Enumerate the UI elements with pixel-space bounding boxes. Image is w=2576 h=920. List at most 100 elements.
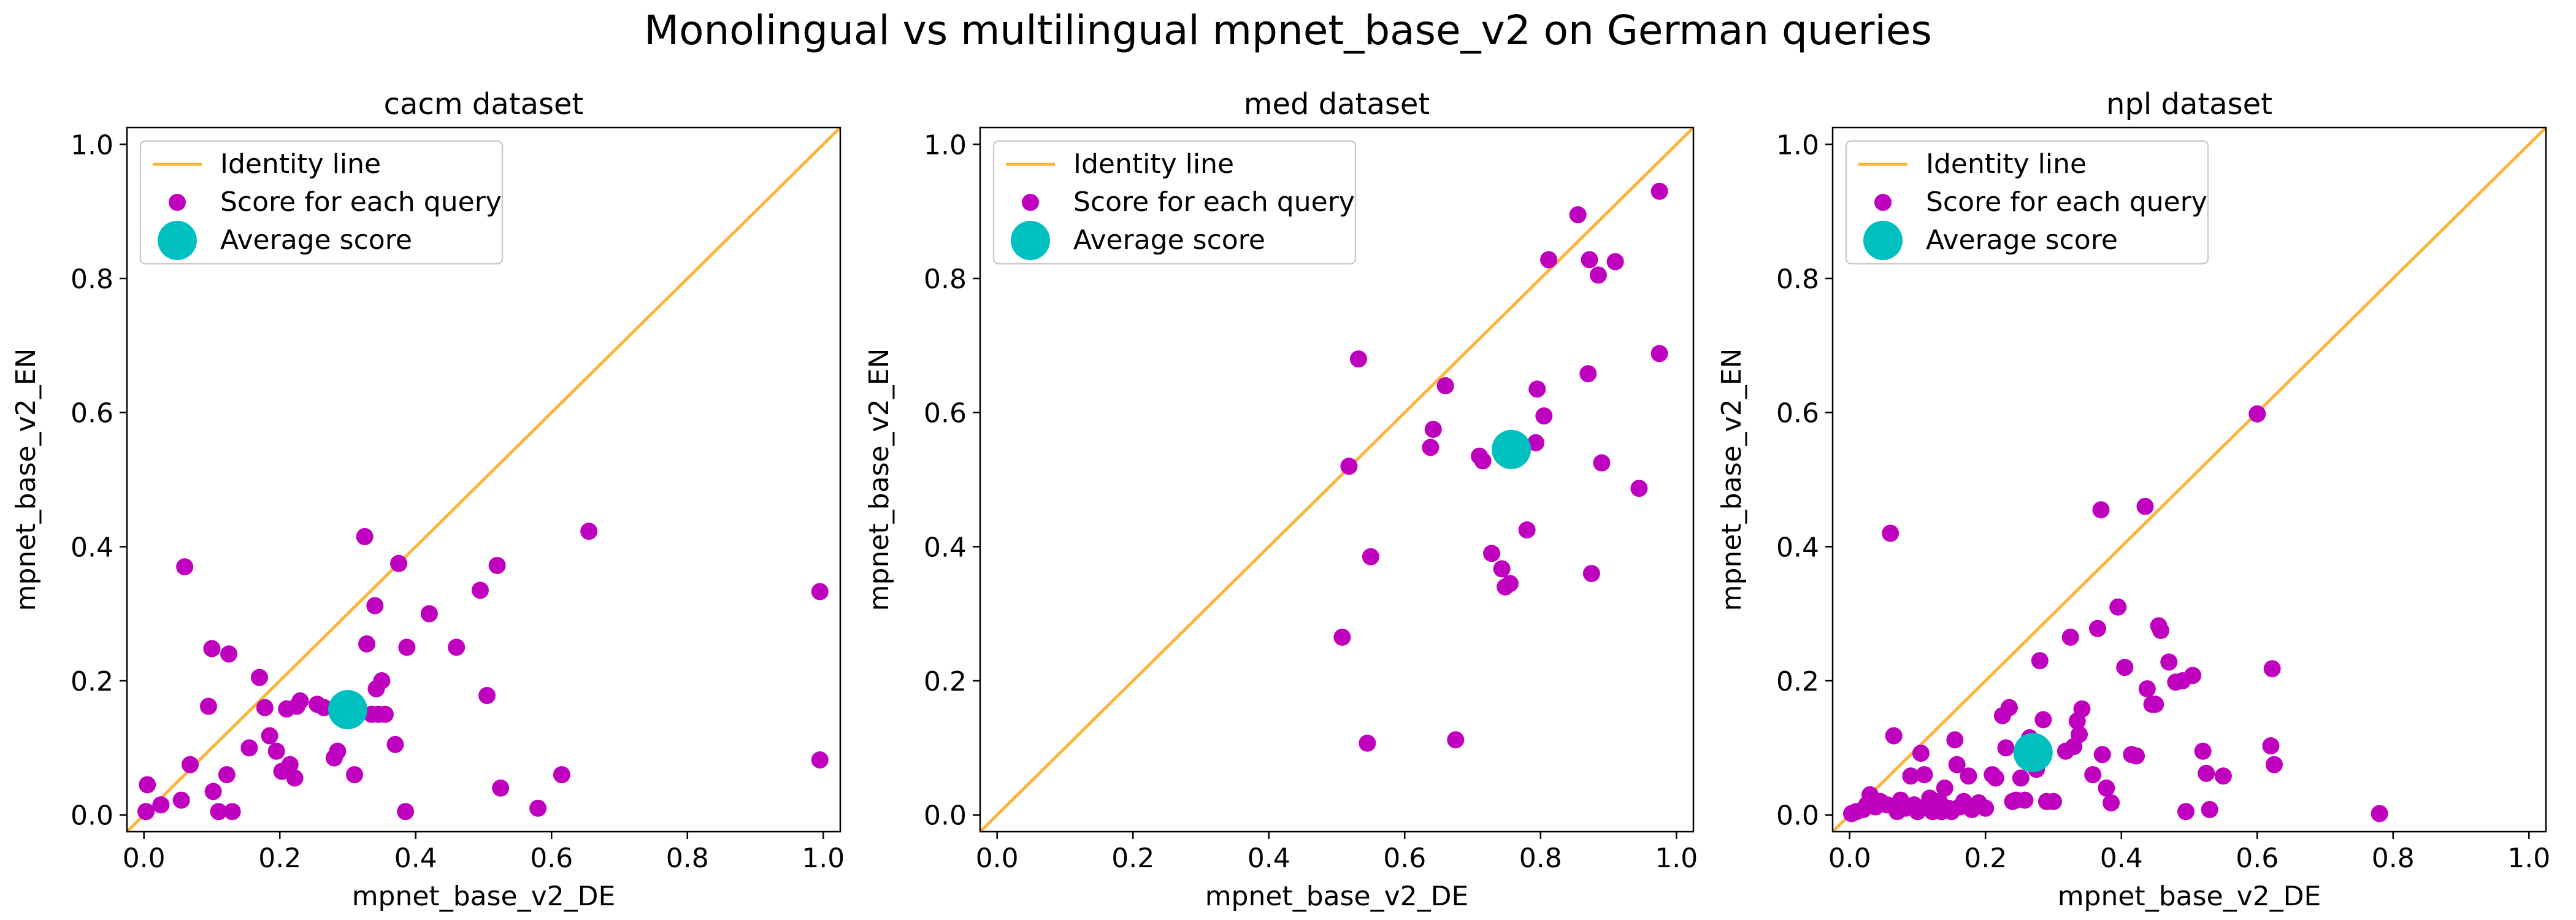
y-axis-label: mpnet_base_v2_EN — [10, 348, 42, 611]
query-score-point — [1340, 458, 1358, 475]
average-score-point — [1492, 429, 1531, 469]
x-tick-label: 0.8 — [2372, 843, 2415, 874]
x-tick-label: 0.4 — [1248, 843, 1290, 874]
x-tick-label: 0.2 — [1111, 843, 1154, 874]
y-tick-label: 1.0 — [71, 129, 113, 161]
query-score-point — [478, 687, 496, 705]
legend-entry-label: Identity line — [1073, 148, 1234, 180]
legend-entry-label: Score for each query — [1926, 186, 2207, 218]
query-score-point — [2194, 742, 2212, 760]
y-tick-label: 1.0 — [924, 129, 967, 161]
legend-box — [992, 140, 1357, 265]
query-score-point — [2177, 803, 2195, 821]
query-score-point — [1977, 799, 1995, 817]
query-score-point — [2214, 767, 2232, 785]
query-score-point — [203, 640, 221, 657]
y-tick-label: 0.6 — [1776, 398, 1819, 429]
legend-entry-label: Average score — [1073, 224, 1265, 256]
query-score-point — [2044, 792, 2062, 810]
subplot-2: med dataset 0.0 0.2 0.4 0.6 0.8 1.0 0.0 0.2 0.4 0.… — [864, 87, 1698, 912]
query-score-point — [1960, 767, 1977, 785]
axes-frame — [1831, 126, 2547, 833]
query-score-point — [218, 766, 236, 784]
query-score-point — [1436, 377, 1454, 394]
plot-area — [127, 128, 840, 832]
query-score-point — [182, 756, 199, 773]
query-score-point — [1579, 365, 1597, 383]
query-score-point — [152, 796, 170, 814]
query-score-point — [1535, 407, 1553, 425]
query-score-point — [210, 803, 228, 821]
query-score-point — [2198, 764, 2215, 782]
y-tick-label: 0.6 — [71, 398, 113, 429]
query-score-point — [204, 783, 222, 800]
query-score-point — [1589, 266, 1607, 284]
plot-area — [1833, 128, 2546, 832]
query-score-point — [223, 803, 241, 821]
query-score-point — [529, 799, 547, 817]
x-tick-label: 1.0 — [802, 843, 845, 874]
query-score-point — [811, 751, 829, 769]
query-score-point — [2103, 794, 2120, 811]
x-axis-label: mpnet_base_v2_DE — [352, 881, 616, 912]
legend-point-swatch — [1022, 194, 1039, 211]
query-score-point — [2160, 653, 2178, 671]
x-tick-label: 0.0 — [123, 843, 166, 874]
query-score-point — [172, 791, 190, 809]
legend-average-swatch — [158, 221, 197, 260]
query-score-point — [2184, 667, 2202, 684]
y-tick-label: 0.4 — [924, 532, 967, 563]
query-score-point — [1483, 545, 1501, 562]
query-score-point — [1422, 439, 1439, 456]
query-score-point — [580, 523, 598, 540]
query-score-point — [1493, 560, 1511, 578]
query-score-point — [1936, 779, 1953, 797]
subplot-title: npl dataset — [2106, 87, 2272, 121]
legend-average-swatch — [1863, 221, 1903, 260]
query-score-point — [2116, 659, 2134, 677]
x-tick-label: 0.4 — [394, 843, 437, 874]
query-score-point — [286, 769, 304, 787]
query-score-point — [1606, 253, 1624, 270]
query-score-point — [261, 727, 278, 745]
query-score-point — [346, 766, 364, 784]
query-score-point — [1948, 756, 1966, 773]
subplot-1: cacm dataset 0.0 0.2 0.4 0.6 0.8 1.0 0.0 0.2 0.4 0… — [10, 87, 845, 912]
query-score-point — [2031, 652, 2049, 670]
x-tick-label: 0.8 — [666, 843, 709, 874]
x-tick-label: 0.2 — [258, 843, 301, 874]
x-tick-label: 0.6 — [530, 843, 573, 874]
query-score-point — [2128, 747, 2145, 765]
query-score-point — [488, 556, 506, 574]
query-score-point — [1527, 434, 1545, 451]
legend-entry-label: Identity line — [1926, 148, 2087, 180]
query-score-point — [176, 558, 194, 576]
query-score-point — [137, 803, 155, 821]
query-score-point — [1359, 734, 1376, 752]
query-score-point — [2093, 746, 2111, 764]
y-tick-label: 0.2 — [71, 666, 113, 697]
y-tick-label: 0.8 — [924, 264, 967, 295]
x-tick-label: 0.6 — [2236, 843, 2279, 874]
query-score-point — [2371, 805, 2388, 822]
y-tick-label: 0.6 — [924, 398, 967, 429]
query-score-point — [811, 583, 829, 600]
x-axis-label: mpnet_base_v2_DE — [1205, 881, 1469, 912]
axes-frame — [126, 126, 841, 833]
query-score-point — [2084, 766, 2102, 784]
y-tick-label: 0.8 — [71, 264, 113, 295]
query-score-point — [256, 699, 274, 716]
query-score-point — [2012, 769, 2030, 787]
query-score-point — [1333, 628, 1351, 646]
query-score-point — [356, 527, 374, 545]
query-score-point — [1987, 769, 2004, 787]
legend: Identity line Score for each query Average… — [1845, 140, 2209, 265]
query-score-point — [250, 669, 268, 686]
query-score-point — [2136, 497, 2154, 515]
y-axis-label: mpnet_base_v2_EN — [864, 348, 895, 611]
y-tick-label: 0.2 — [924, 666, 967, 697]
y-tick-label: 0.0 — [71, 800, 113, 832]
query-score-point — [553, 766, 570, 784]
query-score-point — [1474, 452, 1492, 470]
